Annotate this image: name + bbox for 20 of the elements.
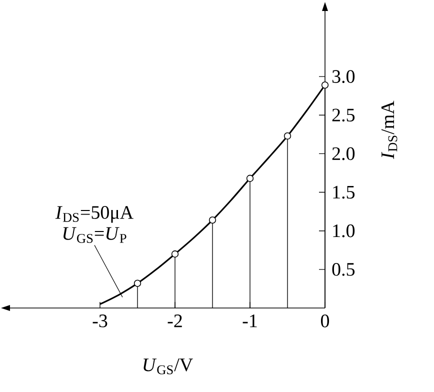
- y-tick-label: 1.0: [333, 224, 355, 238]
- point: [321, 81, 329, 89]
- point: [246, 174, 254, 182]
- point: [171, 250, 179, 258]
- y-tick-label: 2.5: [332, 108, 355, 122]
- y-tick-label: 0.5: [332, 262, 355, 276]
- x-tick-label: -2: [168, 314, 182, 328]
- y-tick-label: 3.0: [332, 70, 355, 84]
- annotation: I$_{DS}$=50μA: [55, 206, 134, 223]
- y-axis-title: I$_{DS}$/mA: [381, 100, 398, 160]
- point: [208, 216, 216, 224]
- annotation: U$_{GS}$=U$_{P}$: [63, 227, 126, 243]
- y-tick-label: 1.5: [333, 186, 355, 199]
- point: [134, 280, 142, 287]
- x-tick-label: -1: [242, 314, 257, 328]
- x-tick-label: -3: [92, 314, 108, 328]
- y-tick-label: 2.0: [332, 147, 355, 160]
- point: [284, 132, 292, 140]
- x-tick-label: 0: [320, 314, 330, 328]
- x-axis-title: U$_{GS}$/V: [144, 358, 193, 374]
